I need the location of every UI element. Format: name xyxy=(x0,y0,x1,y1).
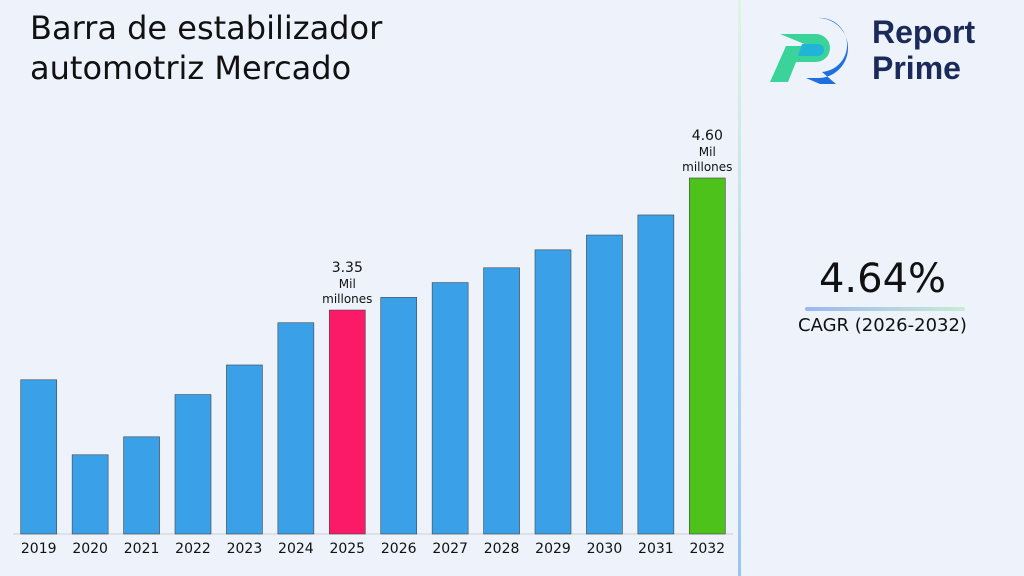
x-tick-label: 2019 xyxy=(21,541,57,557)
x-tick-label: 2030 xyxy=(587,541,623,557)
value-unit: Mil millones xyxy=(322,277,372,306)
bar xyxy=(174,394,212,535)
bar xyxy=(534,249,572,535)
bar xyxy=(431,282,469,535)
value-label: 3.35 xyxy=(332,260,363,276)
cagr-underline xyxy=(805,307,965,311)
bar xyxy=(328,309,366,535)
logo-line: Prime xyxy=(872,50,961,86)
bar xyxy=(123,436,160,535)
bar xyxy=(483,267,520,535)
value-label: 4.60 xyxy=(692,128,723,144)
x-tick-label: 2023 xyxy=(227,541,263,557)
x-tick-label: 2029 xyxy=(535,541,571,557)
value-unit: Mil millones xyxy=(682,145,732,174)
bar xyxy=(380,297,418,535)
chart-title: Barra de estabilizador automotriz Mercad… xyxy=(30,9,383,87)
bar xyxy=(71,454,109,535)
cagr-label: CAGR (2026-2032) xyxy=(798,315,967,336)
logo-icon xyxy=(770,17,848,84)
logo-line: Report xyxy=(872,14,976,50)
x-tick-label: 2031 xyxy=(638,541,674,557)
bar xyxy=(688,177,726,535)
bar xyxy=(20,379,58,535)
bar xyxy=(226,364,263,535)
x-tick-label: 2024 xyxy=(278,541,314,557)
x-tick-label: 2020 xyxy=(72,541,108,557)
bar xyxy=(637,214,675,535)
x-tick-label: 2027 xyxy=(432,541,468,557)
cagr-value: 4.64% xyxy=(818,256,947,302)
bar xyxy=(277,322,315,535)
logo-text: Report Prime xyxy=(872,14,975,86)
bar xyxy=(586,234,623,535)
x-tick-label: 2028 xyxy=(484,541,520,557)
divider xyxy=(738,0,741,576)
x-tick-label: 2022 xyxy=(175,541,211,557)
x-tick-label: 2021 xyxy=(124,541,160,557)
x-tick-label: 2032 xyxy=(689,541,725,557)
x-tick-label: 2025 xyxy=(329,541,365,557)
x-tick-label: 2026 xyxy=(381,541,417,557)
